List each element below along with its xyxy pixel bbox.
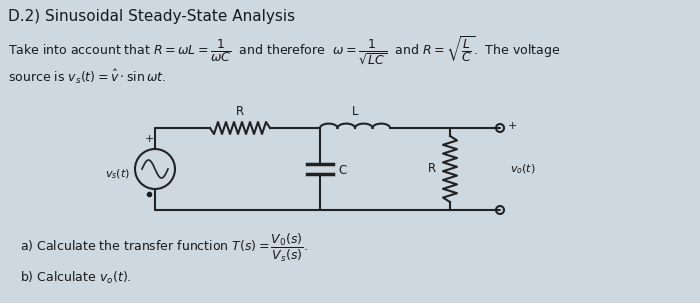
Text: $v_s(t)$: $v_s(t)$ xyxy=(105,167,130,181)
Text: $v_o(t)$: $v_o(t)$ xyxy=(510,162,536,176)
Text: +: + xyxy=(508,121,517,131)
Text: a) Calculate the transfer function $T(s) = \dfrac{V_0(s)}{V_s(s)}$.: a) Calculate the transfer function $T(s)… xyxy=(20,232,308,264)
Text: b) Calculate $v_o(t)$.: b) Calculate $v_o(t)$. xyxy=(20,270,132,286)
Text: +: + xyxy=(144,134,154,144)
Text: C: C xyxy=(338,165,346,178)
Text: L: L xyxy=(351,105,358,118)
Text: Take into account that $R = \omega L = \dfrac{1}{\omega C}$  and therefore  $\om: Take into account that $R = \omega L = \… xyxy=(8,34,560,66)
Text: R: R xyxy=(428,162,436,175)
Text: R: R xyxy=(236,105,244,118)
Text: source is $v_s(t) = \hat{v} \cdot \sin \omega t$.: source is $v_s(t) = \hat{v} \cdot \sin \… xyxy=(8,68,166,86)
Text: D.2) Sinusoidal Steady-State Analysis: D.2) Sinusoidal Steady-State Analysis xyxy=(8,9,295,24)
